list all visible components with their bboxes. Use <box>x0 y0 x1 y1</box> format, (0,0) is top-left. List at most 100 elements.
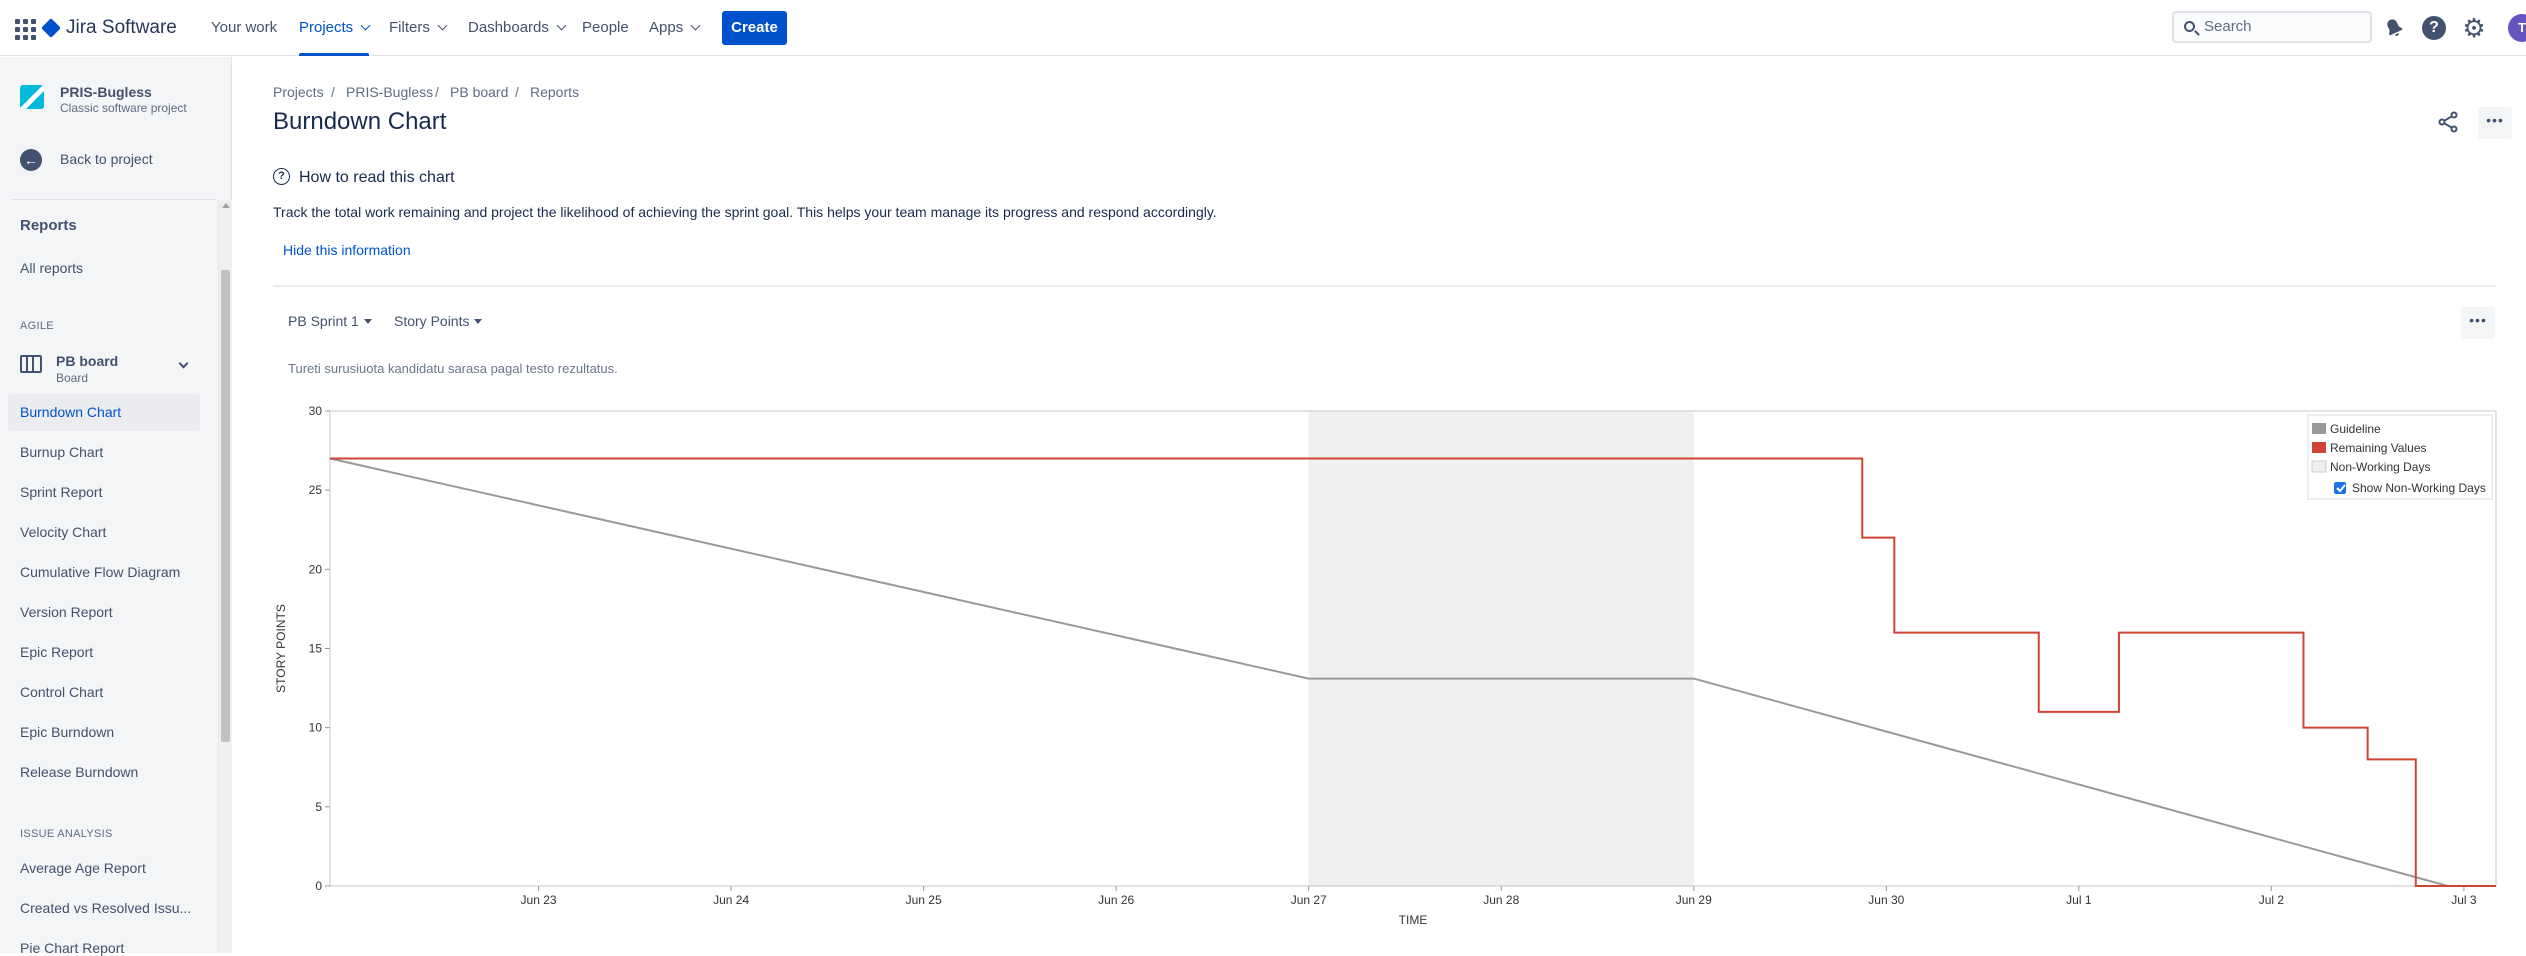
y-axis-title: STORY POINTS <box>274 604 288 693</box>
sidebar-scroll-thumb[interactable] <box>221 270 230 742</box>
show-non-working-days-checkbox[interactable] <box>2334 482 2346 494</box>
notifications-bell-icon[interactable] <box>2382 16 2406 40</box>
nav-people[interactable]: People <box>582 19 629 36</box>
sidebar-item-cumulative-flow-diagram[interactable]: Cumulative Flow Diagram <box>20 564 181 580</box>
caret-down-icon <box>363 319 372 324</box>
project-avatar-icon[interactable] <box>20 85 44 109</box>
series-line-remaining-values <box>330 457 2496 887</box>
search-input[interactable]: Search <box>2172 11 2372 43</box>
sidebar-item-burndown-chart[interactable]: Burndown Chart <box>20 404 122 420</box>
info-title: How to read this chart <box>299 169 455 186</box>
breadcrumb-board[interactable]: PB board <box>450 84 509 100</box>
sidebar-active-highlight <box>8 394 200 431</box>
sidebar-item-velocity-chart[interactable]: Velocity Chart <box>20 524 107 540</box>
x-tick-label: Jun 28 <box>1483 893 1519 907</box>
sidebar-item-release-burndown[interactable]: Release Burndown <box>20 764 139 780</box>
sidebar-item-sprint-report[interactable]: Sprint Report <box>20 484 103 500</box>
nav-apps[interactable]: Apps <box>649 17 701 39</box>
x-tick-label: Jun 23 <box>521 893 557 907</box>
chevron-down-icon <box>437 20 448 31</box>
sidebar-item-created-vs-resolved[interactable]: Created vs Resolved Issu... <box>20 900 192 916</box>
search-icon <box>2184 21 2195 32</box>
legend-label: Guideline <box>2330 422 2381 436</box>
x-tick-label: Jun 26 <box>1098 893 1134 907</box>
sidebar: PRIS-Bugless Classic software project ← … <box>0 57 232 956</box>
x-tick-label: Jun 25 <box>906 893 942 907</box>
board-name[interactable]: PB board <box>56 353 119 369</box>
checkmark-icon <box>2336 484 2346 493</box>
sidebar-item-epic-report[interactable]: Epic Report <box>20 644 94 660</box>
y-tick-label: 5 <box>315 800 322 814</box>
sidebar-item-burnup-chart[interactable]: Burnup Chart <box>20 444 104 460</box>
board-type: Board <box>56 371 89 385</box>
issue-analysis-heading: ISSUE ANALYSIS <box>20 828 113 840</box>
x-tick-label: Jun 24 <box>713 893 749 907</box>
board-icon <box>20 355 42 373</box>
back-to-project-link[interactable]: Back to project <box>60 151 153 167</box>
create-button[interactable]: Create <box>722 11 787 45</box>
product-name: Jira Software <box>66 17 177 38</box>
breadcrumb-projects[interactable]: Projects <box>273 84 324 100</box>
sprint-dropdown[interactable]: PB Sprint 1 <box>288 313 372 329</box>
sidebar-item-all-reports[interactable]: All reports <box>20 260 84 276</box>
show-non-working-days-label: Show Non-Working Days <box>2352 481 2486 495</box>
chart-subtitle: Tureti surusiuota kandidatu sarasa pagal… <box>288 361 618 376</box>
legend-label: Remaining Values <box>2330 441 2427 455</box>
hide-information-link[interactable]: Hide this information <box>283 242 411 258</box>
reports-heading: Reports <box>20 217 77 234</box>
chevron-down-icon <box>690 20 701 31</box>
x-tick-label: Jul 2 <box>2259 893 2285 907</box>
legend-swatch <box>2311 460 2327 473</box>
nav-projects[interactable]: Projects <box>299 17 371 56</box>
nav-filters[interactable]: Filters <box>389 17 448 39</box>
burndown-chart: 0 5 10 15 20 25 30 Jun 23 Jun 24 Jun 25 Jun 26 Jun … <box>274 404 2497 927</box>
gear-icon[interactable]: ⚙ <box>2462 13 2486 43</box>
x-tick-label: Jul 1 <box>2066 893 2092 907</box>
chart-more-actions-button[interactable] <box>2461 307 2495 339</box>
scroll-up-arrow-icon[interactable] <box>222 203 230 208</box>
y-tick-label: 15 <box>309 642 323 656</box>
nav-dashboards[interactable]: Dashboards <box>468 17 567 39</box>
nav-your-work[interactable]: Your work <box>211 19 278 36</box>
chevron-down-icon <box>556 20 567 31</box>
y-tick-label: 25 <box>309 483 323 497</box>
info-text: Track the total work remaining and proje… <box>273 204 1217 220</box>
sidebar-item-average-age-report[interactable]: Average Age Report <box>20 860 146 876</box>
jira-diamond-icon <box>41 18 61 38</box>
back-arrow-icon[interactable]: ← <box>20 149 42 171</box>
breadcrumb-separator: / <box>331 84 335 100</box>
chart-legend: Guideline Remaining Values Non-Working Day… <box>2307 414 2493 500</box>
breadcrumb-reports[interactable]: Reports <box>530 84 580 100</box>
y-tick-label: 0 <box>315 879 322 893</box>
y-tick-label: 10 <box>309 721 323 735</box>
project-type: Classic software project <box>60 101 187 115</box>
x-tick-label: Jul 3 <box>2451 893 2477 907</box>
breadcrumb-project[interactable]: PRIS-Bugless <box>346 84 434 100</box>
legend-label: Non-Working Days <box>2330 460 2430 474</box>
breadcrumb-separator: / <box>515 84 519 100</box>
x-axis-title: TIME <box>1399 913 1428 927</box>
question-circle-icon: ? <box>273 168 290 185</box>
sidebar-item-control-chart[interactable]: Control Chart <box>20 684 104 700</box>
share-icon[interactable] <box>2436 110 2460 134</box>
sidebar-item-epic-burndown[interactable]: Epic Burndown <box>20 724 115 740</box>
x-tick-label: Jun 29 <box>1676 893 1712 907</box>
page-more-actions-button[interactable] <box>2478 107 2512 139</box>
sidebar-item-version-report[interactable]: Version Report <box>20 604 113 620</box>
section-divider <box>273 285 2496 287</box>
chevron-down-icon <box>360 20 371 31</box>
chevron-down-icon[interactable] <box>178 358 189 369</box>
non-working-days-band <box>1308 411 1694 886</box>
sidebar-item-pie-chart-report[interactable]: Pie Chart Report <box>20 940 125 956</box>
breadcrumb-separator: / <box>435 84 439 100</box>
app-switcher-icon[interactable] <box>12 16 36 40</box>
series-line-guideline <box>329 457 2449 887</box>
top-navigation: Jira Software Your work Projects Filters… <box>0 0 2526 56</box>
y-tick-label: 20 <box>309 562 323 576</box>
jira-logo[interactable]: Jira Software <box>41 14 177 42</box>
avatar[interactable]: T <box>2508 14 2526 42</box>
sidebar-scrollbar[interactable] <box>218 200 232 953</box>
project-name[interactable]: PRIS-Bugless <box>60 84 152 100</box>
help-icon[interactable]: ? <box>2422 16 2446 40</box>
estimation-dropdown[interactable]: Story Points <box>394 313 483 329</box>
